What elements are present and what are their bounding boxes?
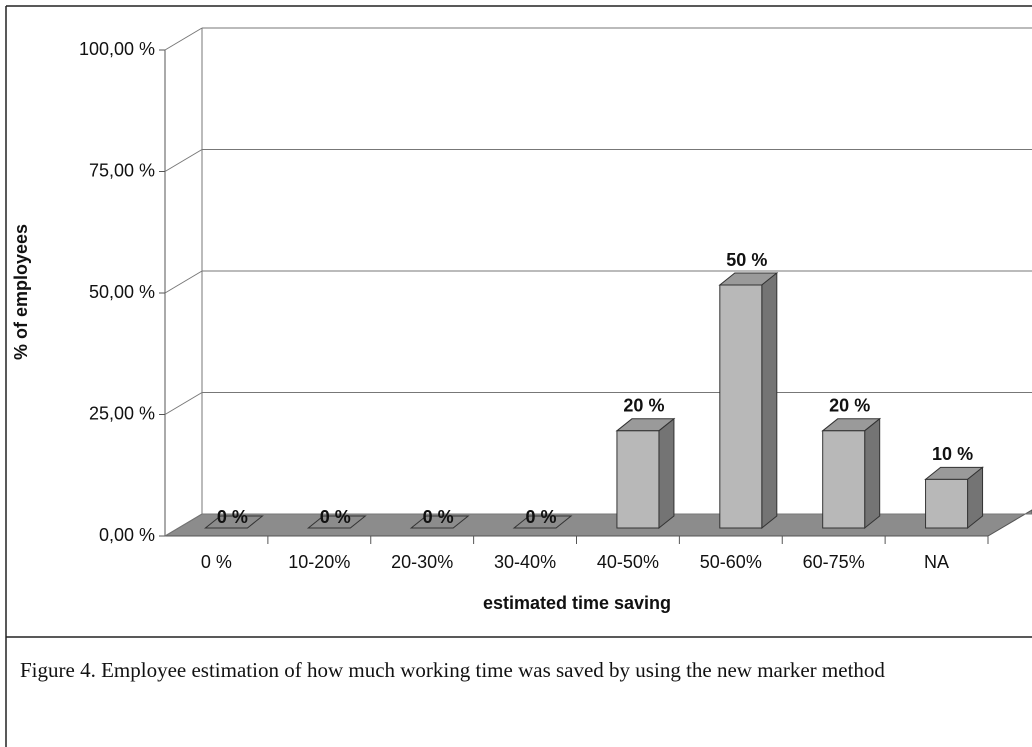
- caption: Figure 4. Employee estimation of how muc…: [20, 658, 885, 682]
- y-tick-label: 100,00 %: [79, 39, 155, 59]
- y-axis-title: % of employees: [11, 224, 31, 360]
- bar-side: [658, 417, 675, 530]
- value-label: 0 %: [217, 507, 248, 527]
- x-axis-title: estimated time saving: [483, 593, 671, 613]
- y-tick-label: 0,00 %: [99, 525, 155, 545]
- bar-side: [864, 417, 881, 530]
- x-tick-label: 0 %: [201, 552, 232, 572]
- value-label: 20 %: [623, 396, 664, 416]
- bar-top: [204, 515, 264, 529]
- value-label: 0 %: [320, 507, 351, 527]
- grid-line-side: [164, 392, 203, 415]
- y-tick-label: 50,00 %: [89, 282, 155, 302]
- x-tick-label: 20-30%: [391, 552, 453, 572]
- grid-line-side: [164, 27, 203, 51]
- x-tick-label: 50-60%: [700, 552, 762, 572]
- bar-top: [409, 515, 470, 529]
- y-tick-label: 75,00 %: [89, 160, 155, 180]
- bar: [616, 430, 660, 529]
- x-tick-label: 10-20%: [288, 552, 350, 572]
- x-tick-label: NA: [924, 552, 949, 572]
- bar-top: [512, 515, 573, 529]
- value-label: 20 %: [829, 396, 870, 416]
- x-tick-label: 60-75%: [803, 552, 865, 572]
- x-tick-label: 30-40%: [494, 552, 556, 572]
- bar: [719, 284, 763, 529]
- value-label: 0 %: [526, 507, 557, 527]
- value-label: 0 %: [423, 507, 454, 527]
- x-tick-label: 40-50%: [597, 552, 659, 572]
- value-label: 10 %: [932, 444, 973, 464]
- bar-side: [761, 271, 778, 530]
- bar: [822, 430, 866, 529]
- bar-top: [306, 515, 367, 529]
- value-label: 50 %: [726, 250, 767, 270]
- bar: [925, 478, 969, 529]
- grid-line-side: [164, 149, 203, 172]
- y-tick-label: 25,00 %: [89, 403, 155, 423]
- grid-line-side: [164, 270, 203, 294]
- grid-line-side: [164, 513, 203, 537]
